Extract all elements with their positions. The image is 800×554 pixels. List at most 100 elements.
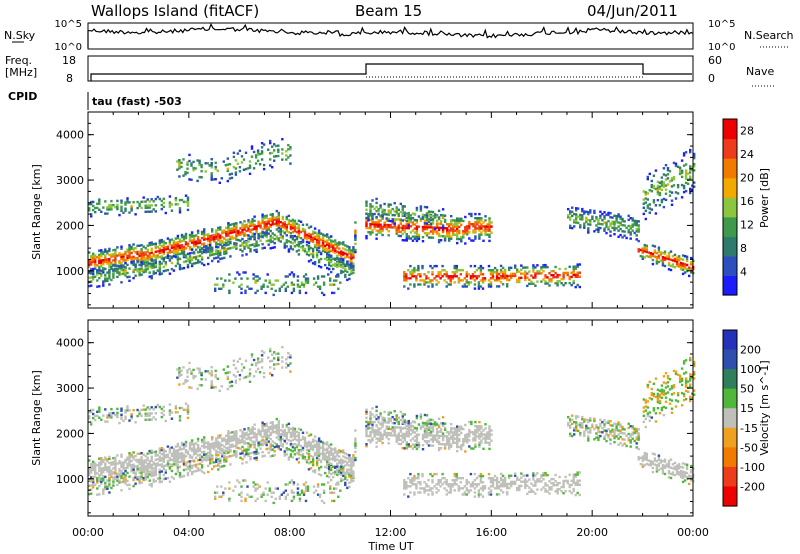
velocity-cell	[223, 437, 226, 440]
velocity-cell	[307, 449, 311, 453]
y-tick-label: 1000	[56, 265, 84, 278]
velocity-cell	[140, 466, 143, 469]
power-cell	[501, 283, 505, 286]
velocity-cell	[352, 470, 355, 473]
power-cell	[168, 272, 172, 275]
power-cell	[469, 264, 473, 268]
power-cell	[210, 164, 213, 167]
velocity-cell	[164, 477, 167, 480]
power-cell	[403, 228, 406, 232]
power-cell	[574, 285, 577, 289]
velocity-cell	[196, 450, 200, 453]
power-cell	[130, 209, 133, 212]
velocity-cell	[172, 456, 176, 459]
power-cell	[331, 283, 334, 286]
power-cell	[465, 273, 468, 276]
velocity-cell	[188, 447, 192, 451]
power-cell	[158, 247, 161, 250]
velocity-cell	[482, 447, 485, 450]
power-cell	[188, 255, 192, 258]
power-cell	[221, 247, 224, 250]
power-cell	[207, 262, 210, 266]
power-cell	[176, 243, 180, 246]
power-cell	[421, 213, 425, 217]
velocity-cell	[227, 440, 230, 443]
power-cell	[130, 245, 133, 249]
velocity-cell	[102, 469, 105, 472]
power-cell	[235, 238, 238, 241]
velocity-cell	[144, 469, 147, 472]
power-cell	[326, 258, 329, 262]
power-cell	[192, 252, 196, 255]
power-cell	[350, 251, 353, 254]
power-cell	[291, 235, 295, 239]
velocity-cell	[293, 427, 297, 431]
velocity-cell	[108, 477, 111, 480]
power-cell	[441, 208, 445, 211]
velocity-cell	[150, 459, 153, 462]
power-cell	[260, 150, 264, 153]
power-cell	[150, 266, 153, 270]
power-cell	[684, 151, 688, 154]
power-cell	[276, 279, 279, 282]
power-cell	[463, 283, 466, 286]
velocity-cell	[468, 439, 471, 442]
power-cell	[643, 250, 646, 253]
power-cell	[421, 215, 425, 218]
power-cell	[286, 285, 289, 288]
power-cell	[136, 250, 139, 254]
power-cell	[150, 243, 153, 246]
velocity-cell	[265, 443, 268, 447]
power-cell	[265, 214, 268, 217]
velocity-cell	[371, 423, 374, 426]
velocity-cell	[297, 435, 301, 439]
velocity-cell	[128, 475, 131, 478]
velocity-cell	[192, 470, 196, 473]
velocity-cell	[190, 459, 194, 463]
velocity-cell	[319, 465, 323, 469]
power-cell	[425, 215, 429, 219]
power-cell	[321, 243, 325, 246]
power-cell	[371, 221, 374, 224]
power-cell	[96, 264, 99, 267]
power-cell	[281, 158, 284, 161]
velocity-cell	[152, 480, 155, 483]
velocity-cell	[317, 449, 321, 452]
velocity-cell	[108, 481, 111, 484]
velocity-cell	[152, 472, 155, 475]
velocity-cell	[259, 434, 262, 437]
power-cell	[98, 253, 101, 256]
velocity-cell	[219, 442, 222, 445]
power-cell	[348, 263, 351, 266]
velocity-cell	[287, 422, 291, 426]
velocity-cell	[158, 463, 161, 467]
power-cell	[682, 190, 686, 194]
power-cell	[427, 271, 430, 274]
power-cell	[532, 264, 535, 267]
power-cell	[154, 210, 157, 213]
power-cell	[427, 224, 431, 227]
power-cell	[186, 202, 190, 205]
velocity-cell	[348, 460, 351, 463]
power-cell	[239, 248, 242, 251]
power-cell	[587, 212, 590, 216]
power-cell	[478, 221, 481, 224]
velocity-cell	[338, 470, 341, 473]
power-cell	[235, 245, 238, 248]
velocity-cell	[182, 453, 186, 456]
velocity-cell	[336, 452, 339, 455]
power-cell	[544, 263, 547, 267]
power-cell	[481, 277, 485, 280]
power-cell	[249, 220, 252, 223]
power-cell	[460, 217, 463, 220]
velocity-cell	[421, 435, 425, 439]
power-cell	[693, 152, 696, 156]
power-cell	[215, 252, 218, 255]
power-cell	[162, 259, 165, 263]
power-cell	[112, 253, 115, 256]
velocity-cell	[136, 476, 139, 479]
power-cell	[209, 236, 212, 240]
power-cell	[657, 250, 661, 253]
power-cell	[680, 175, 684, 179]
power-cell	[397, 228, 400, 231]
